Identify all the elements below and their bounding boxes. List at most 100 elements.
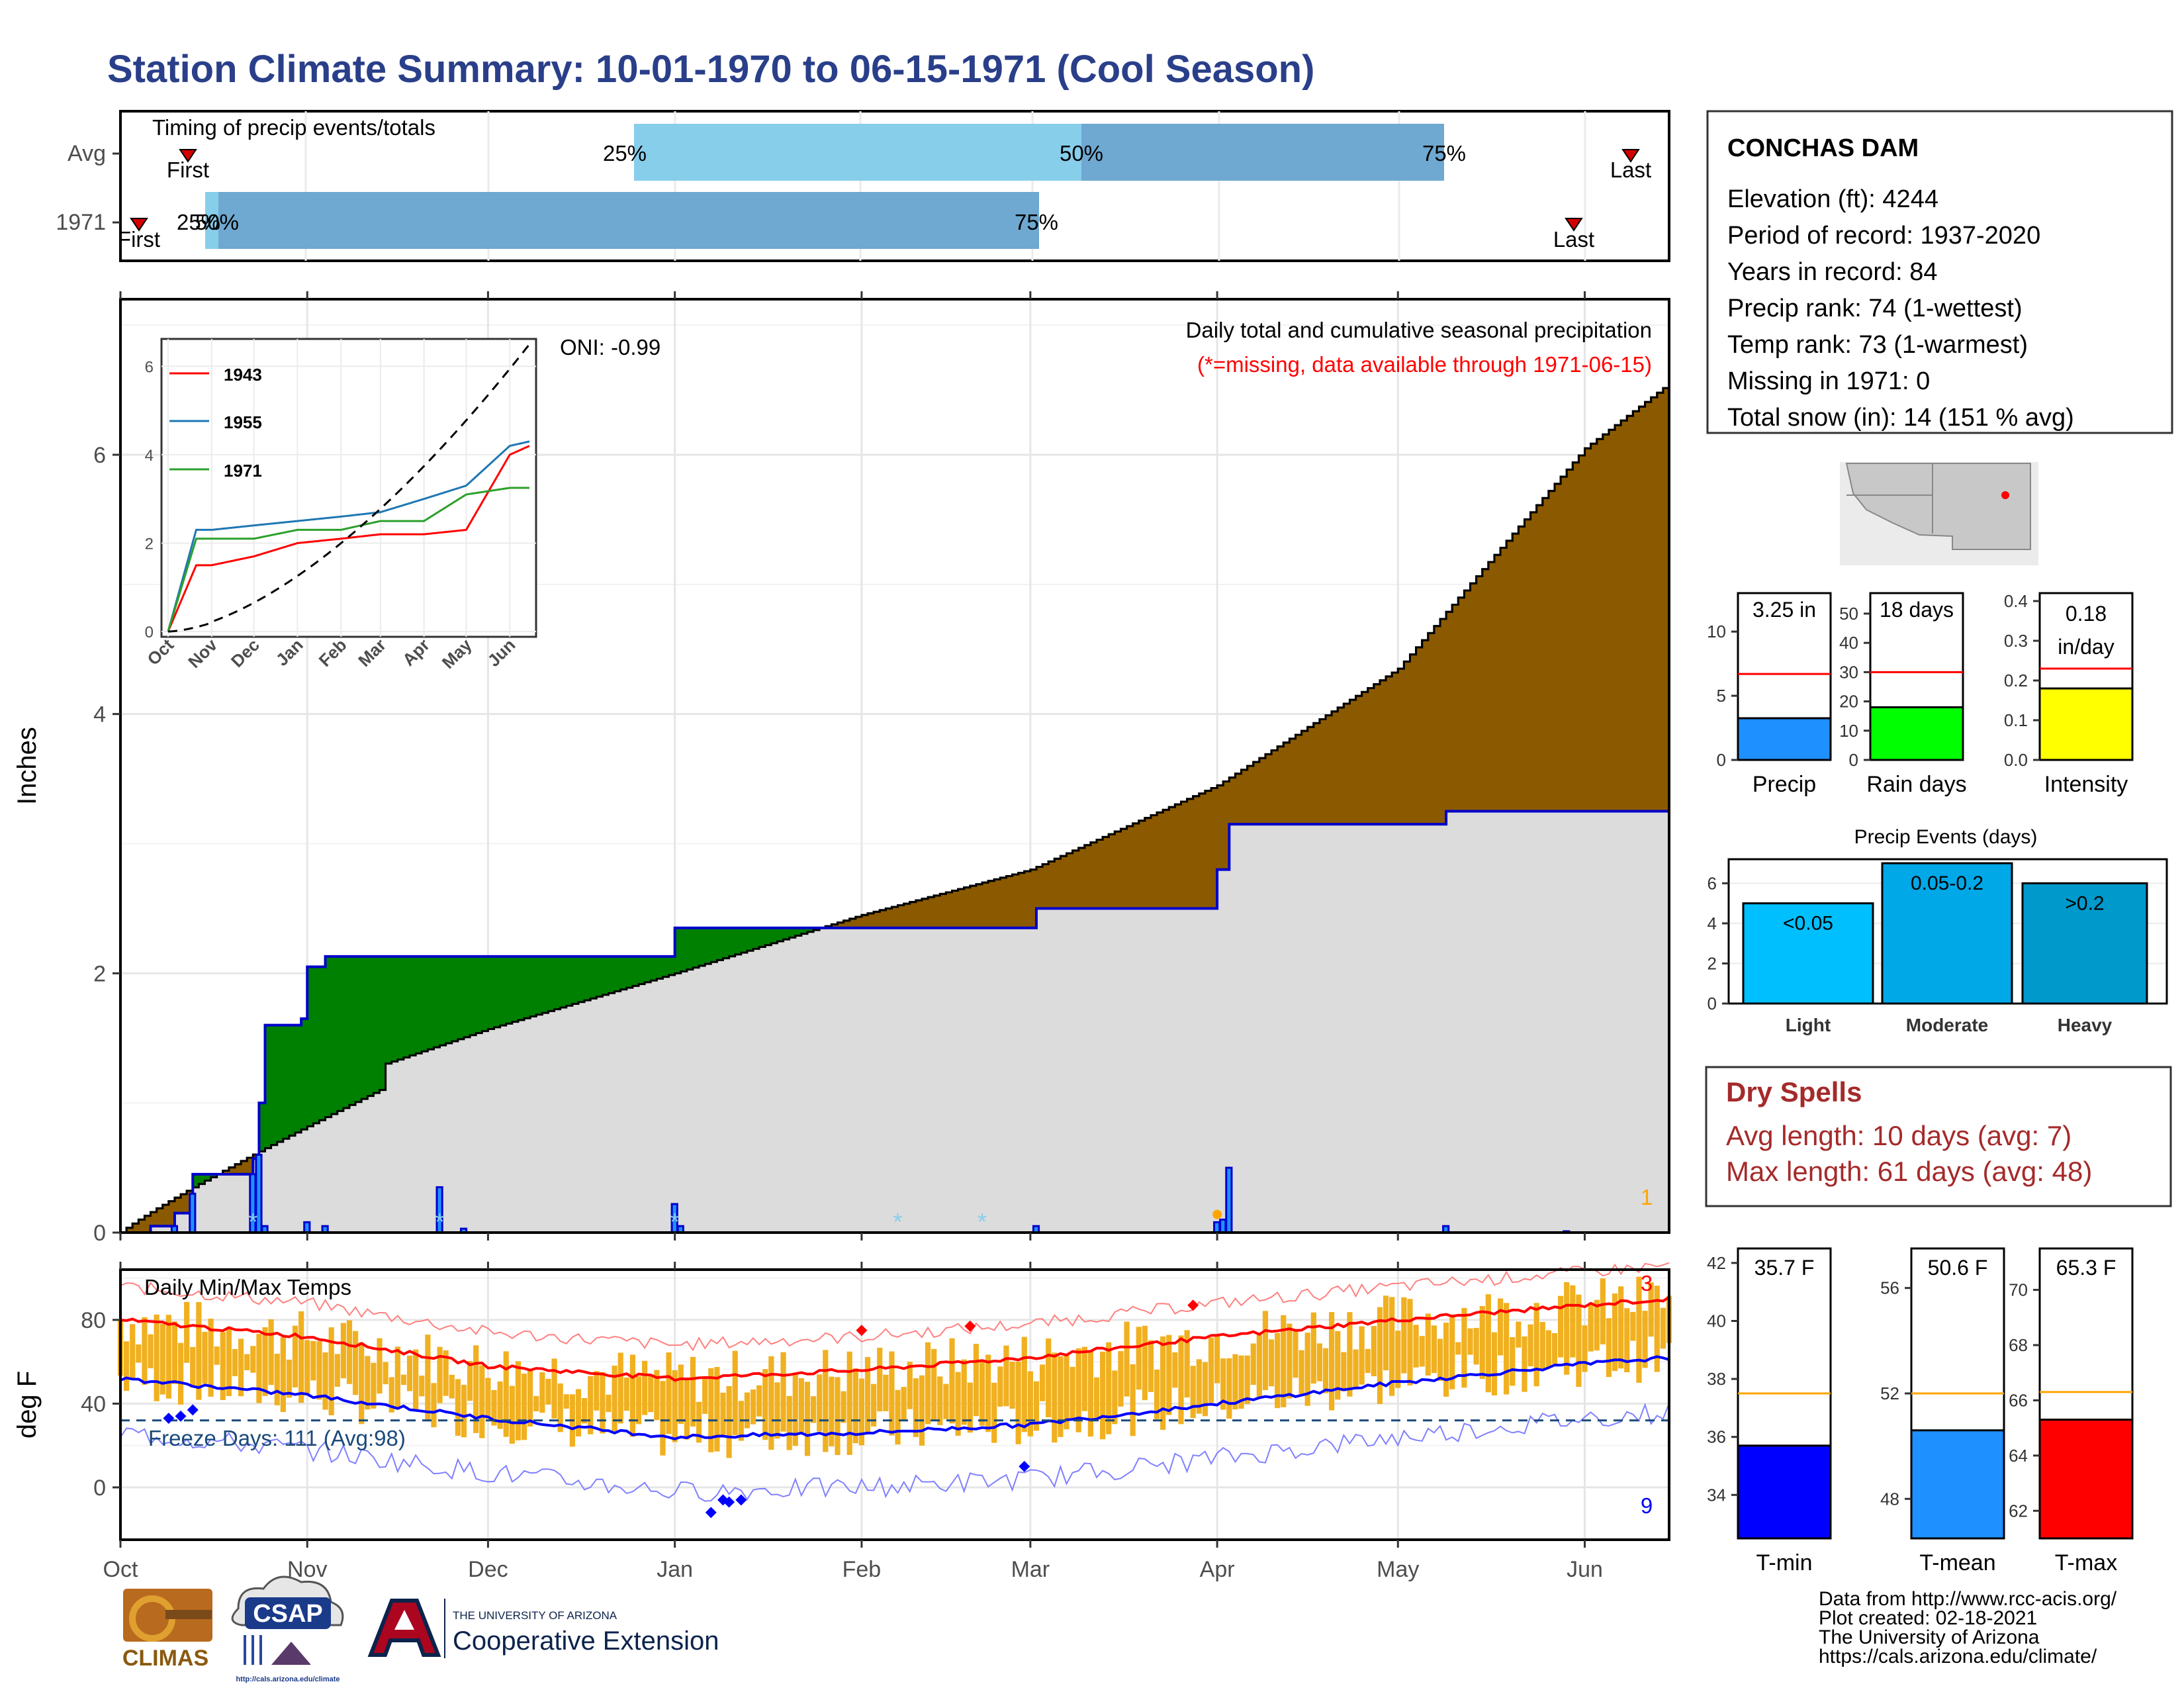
daily-temp-bar	[1473, 1328, 1479, 1365]
temp-summary-tick-label: 42	[1707, 1253, 1726, 1273]
daily-temp-bar	[1431, 1325, 1437, 1374]
timing-avg-25: 25%	[603, 141, 647, 165]
daily-temp-bar	[581, 1397, 588, 1424]
daily-temp-bar	[997, 1366, 1003, 1407]
daily-temp-bar	[177, 1342, 184, 1405]
daily-temp-bar	[1618, 1286, 1624, 1369]
timing-avg-bar-25-50	[634, 124, 1081, 181]
daily-temp-bar	[334, 1354, 340, 1387]
station-location-dot	[2001, 491, 2009, 499]
temp-summary-value: 50.6 F	[1928, 1256, 1988, 1280]
daily-temp-bar	[684, 1378, 690, 1440]
timing-row-1971-label: 1971	[56, 210, 106, 235]
daily-temp-bar	[678, 1364, 684, 1425]
temp-summary-tick-label: 38	[1707, 1369, 1726, 1389]
events-frame	[1727, 858, 2168, 1005]
snow-marker: *	[893, 1208, 903, 1235]
daily-temp-bar	[973, 1344, 979, 1417]
daily-temp-bar	[328, 1327, 334, 1416]
daily-temp-bar	[1106, 1342, 1112, 1434]
daily-temp-bar	[1262, 1311, 1269, 1391]
record-min-marker	[735, 1494, 747, 1506]
temp-ytick-label: 80	[81, 1308, 106, 1333]
timing-panel: Timing of precip events/totals Avg 25% 5…	[56, 110, 1670, 262]
daily-temp-bar	[732, 1350, 738, 1435]
dry-spells-title: Dry Spells	[1726, 1076, 1862, 1107]
daily-temp-bar	[696, 1401, 702, 1443]
temp-summary-value: 65.3 F	[2056, 1256, 2116, 1280]
daily-temp-bar	[184, 1301, 190, 1363]
daily-temp-bar	[1648, 1282, 1654, 1337]
daily-temp-bar	[907, 1362, 913, 1409]
temp-panel: 0 40 80 Daily Min/Max Temps deg F Freeze D…	[13, 1262, 1672, 1541]
daily-temp-bar	[467, 1361, 473, 1401]
daily-temp-bar	[895, 1389, 901, 1445]
daily-temp-bar	[823, 1350, 829, 1452]
daily-temp-bar	[1407, 1299, 1413, 1385]
daily-temp-bar	[1112, 1370, 1118, 1425]
events-bar-heavy	[2021, 882, 2148, 1005]
summary-tick-label: 10	[1839, 721, 1858, 741]
daily-temp-bar	[1413, 1325, 1419, 1368]
daily-temp-bar	[841, 1391, 846, 1423]
daily-temp-bar	[563, 1394, 569, 1409]
daily-temp-bar	[985, 1354, 991, 1432]
daily-temp-bar	[1009, 1361, 1015, 1409]
daily-temp-bar	[1046, 1338, 1052, 1418]
summary-bar-label: Precip	[1752, 772, 1816, 797]
daily-temp-bar	[202, 1331, 208, 1384]
credit-3: https://cals.arizona.edu/climate/	[1819, 1646, 2097, 1667]
temp-summary-tick-label: 52	[1880, 1383, 1899, 1403]
daily-temp-bar	[377, 1338, 383, 1394]
daily-temp-bar	[835, 1377, 841, 1456]
inset-ytick: 2	[145, 535, 154, 553]
x-axis-months: Oct Nov Dec Jan Feb Mar Apr May Jun	[103, 1262, 1603, 1582]
daily-temp-bar	[726, 1386, 732, 1458]
daily-temp-bar	[612, 1366, 617, 1431]
station-line-5: Missing in 1971: 0	[1727, 367, 1930, 395]
record-min-marker	[1019, 1460, 1030, 1472]
daily-temp-bar	[1226, 1358, 1232, 1419]
temp-summary-tick-label: 48	[1880, 1489, 1899, 1509]
month-label-apr: Apr	[1200, 1557, 1235, 1582]
summary-bar-fill	[1869, 706, 1964, 761]
snow-marker: *	[248, 1208, 257, 1235]
daily-temp-bar	[829, 1376, 835, 1446]
daily-temp-bar	[871, 1383, 877, 1427]
daily-temp-bar	[238, 1338, 244, 1397]
daily-temp-bar	[208, 1319, 214, 1397]
daily-temp-bar	[503, 1351, 509, 1437]
temp-summary-tick-label: 56	[1880, 1278, 1899, 1298]
events-title: Precip Events (days)	[1854, 826, 2038, 848]
daily-temp-bar	[1021, 1336, 1027, 1432]
daily-temp-bar	[1232, 1354, 1238, 1410]
daily-temp-bar	[214, 1346, 220, 1365]
daily-temp-bar	[1287, 1323, 1293, 1399]
daily-temp-bar	[786, 1395, 792, 1450]
daily-temp-bar	[1075, 1348, 1081, 1432]
record-max-marker	[856, 1325, 868, 1336]
precip-events-chart: Precip Events (days) <0.05 Light 0.05-0.2 M…	[1707, 826, 2168, 1035]
record-min-line	[120, 1403, 1670, 1502]
daily-temp-bar	[1371, 1326, 1377, 1377]
inset-legend: 1943 1955 1971	[169, 365, 262, 481]
temp-summary-value: 35.7 F	[1754, 1256, 1815, 1280]
temp-summary-tick-label: 66	[2009, 1390, 2028, 1410]
daily-temp-bar	[196, 1302, 202, 1400]
inset-legend-1971: 1971	[224, 461, 262, 481]
daily-temp-bar	[672, 1370, 678, 1442]
daily-temp-bar	[455, 1379, 461, 1436]
daily-temp-bar	[1136, 1327, 1142, 1390]
credit-0: Data from http://www.rcc-acis.org/	[1819, 1588, 2117, 1610]
events-bar-light	[1742, 902, 1874, 1005]
timing-1971-last: Last	[1553, 227, 1594, 252]
daily-temp-bar	[539, 1372, 545, 1413]
summary-bar-intensity: 0.18 in/day 0.0 0.1 0.2 0.3 0.4 Intensity	[2004, 591, 2134, 797]
daily-temp-bar	[244, 1354, 250, 1370]
daily-temp-bar	[1389, 1297, 1395, 1396]
temp-summary-t-max: 65.3 F 62 64 66 68 70 T-max	[2009, 1247, 2134, 1575]
csap-text: CSAP	[253, 1600, 323, 1628]
daily-temp-bar	[1064, 1354, 1069, 1430]
inset-avg-line	[167, 344, 531, 633]
